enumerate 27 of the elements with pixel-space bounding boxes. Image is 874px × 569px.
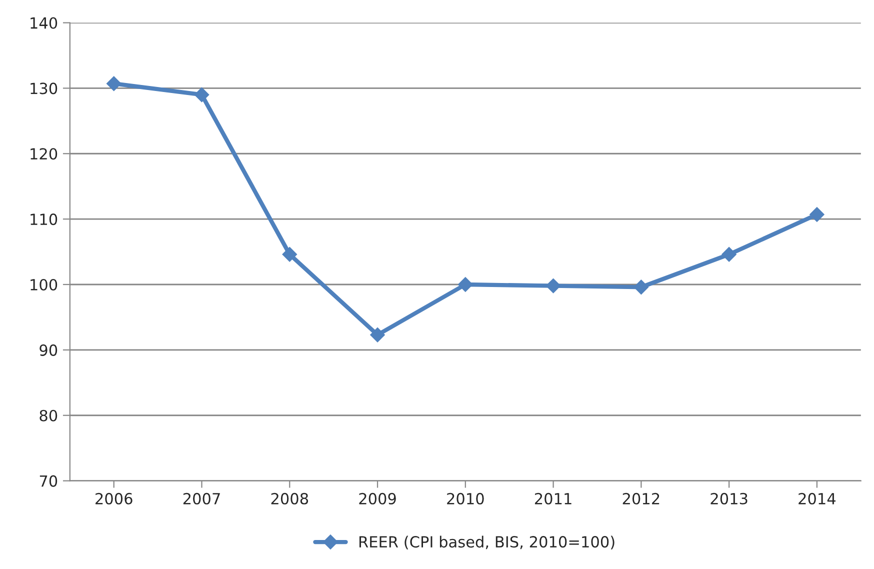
y-tick-label: 70 bbox=[40, 475, 58, 487]
point bbox=[106, 76, 122, 92]
point bbox=[634, 280, 649, 295]
x-tick-label: 2011 bbox=[534, 492, 572, 504]
legend-label: REER (CPI based, BIS, 2010=100) bbox=[359, 536, 614, 550]
y-tick-label: 130 bbox=[30, 82, 58, 94]
x-tick-label: 2006 bbox=[96, 492, 132, 504]
y-tick-label: 90 bbox=[40, 344, 58, 356]
point bbox=[722, 247, 736, 262]
point bbox=[546, 278, 561, 294]
x-tick-label: 2007 bbox=[183, 492, 220, 504]
point bbox=[282, 247, 298, 262]
y-tick-label: 100 bbox=[30, 278, 58, 291]
y-tick-label: 140 bbox=[30, 17, 58, 29]
x-tick-label: 2008 bbox=[271, 492, 308, 504]
y-tick-label: 120 bbox=[30, 148, 58, 160]
point bbox=[810, 207, 824, 222]
point bbox=[458, 277, 473, 292]
point bbox=[194, 87, 210, 102]
y-tick-label: 80 bbox=[40, 410, 58, 422]
x-tick-label: 2009 bbox=[359, 492, 396, 504]
x-tick-label: 2013 bbox=[710, 492, 748, 504]
x-tick-label: 2012 bbox=[622, 492, 660, 504]
x-tick-label: 2010 bbox=[447, 492, 484, 504]
x-tick-label: 2014 bbox=[798, 492, 836, 504]
point bbox=[370, 327, 385, 342]
y-tick-label: 110 bbox=[30, 214, 58, 226]
